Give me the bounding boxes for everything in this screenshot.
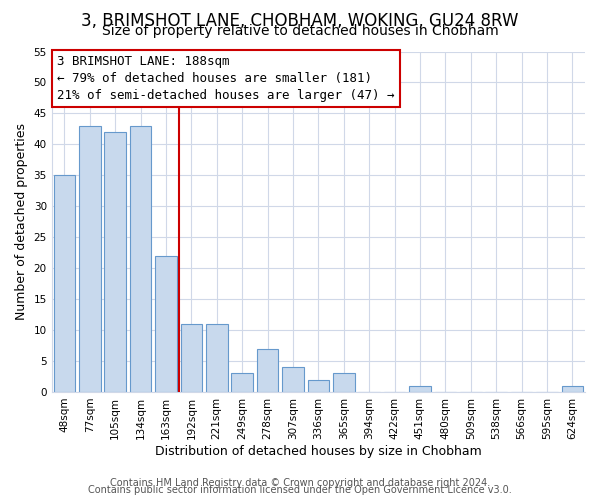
Bar <box>562 386 583 392</box>
Y-axis label: Number of detached properties: Number of detached properties <box>15 123 28 320</box>
Text: 3 BRIMSHOT LANE: 188sqm
← 79% of detached houses are smaller (181)
21% of semi-d: 3 BRIMSHOT LANE: 188sqm ← 79% of detache… <box>57 55 395 102</box>
Bar <box>206 324 227 392</box>
Text: Contains HM Land Registry data © Crown copyright and database right 2024.: Contains HM Land Registry data © Crown c… <box>110 478 490 488</box>
Bar <box>181 324 202 392</box>
Bar <box>308 380 329 392</box>
Text: 3, BRIMSHOT LANE, CHOBHAM, WOKING, GU24 8RW: 3, BRIMSHOT LANE, CHOBHAM, WOKING, GU24 … <box>81 12 519 30</box>
Bar <box>232 374 253 392</box>
Text: Contains public sector information licensed under the Open Government Licence v3: Contains public sector information licen… <box>88 485 512 495</box>
Text: Size of property relative to detached houses in Chobham: Size of property relative to detached ho… <box>101 24 499 38</box>
Bar <box>282 367 304 392</box>
X-axis label: Distribution of detached houses by size in Chobham: Distribution of detached houses by size … <box>155 444 482 458</box>
Bar <box>409 386 431 392</box>
Bar <box>257 348 278 392</box>
Bar <box>130 126 151 392</box>
Bar <box>333 374 355 392</box>
Bar <box>53 176 75 392</box>
Bar <box>104 132 126 392</box>
Bar <box>155 256 177 392</box>
Bar <box>79 126 101 392</box>
